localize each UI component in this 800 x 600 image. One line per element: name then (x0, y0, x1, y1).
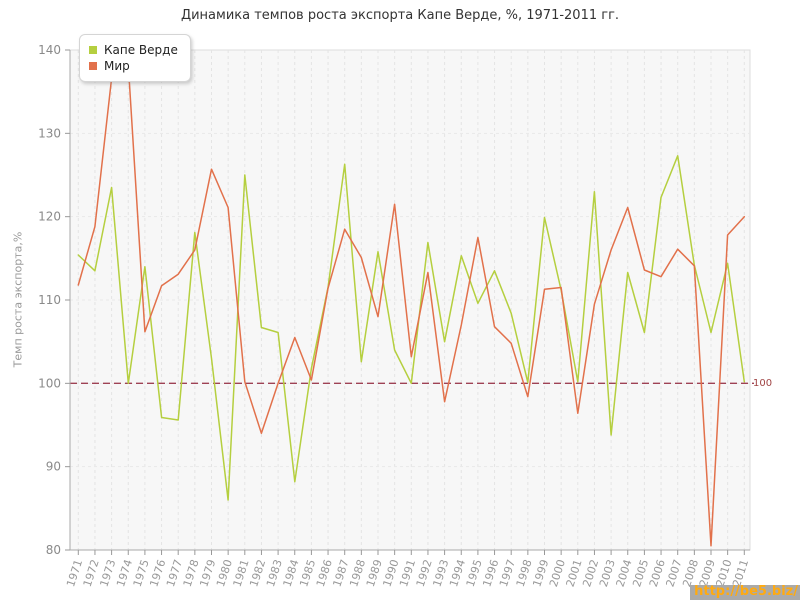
watermark-link[interactable]: http://be5.biz/ (690, 585, 800, 600)
svg-text:140: 140 (38, 43, 61, 57)
chart-title: Динамика темпов роста экспорта Капе Верд… (180, 8, 620, 23)
svg-text:90: 90 (46, 460, 61, 474)
legend-item-cape-verde: Капе Верде (89, 43, 178, 57)
legend: Капе Верде Мир (79, 34, 191, 82)
reference-line-label: 100 (753, 378, 773, 389)
svg-text:100: 100 (38, 376, 61, 390)
svg-text:120: 120 (38, 210, 61, 224)
legend-item-world: Мир (89, 59, 178, 73)
legend-label-world: Мир (104, 59, 130, 73)
cape-verde-swatch-icon (89, 46, 97, 54)
svg-text:130: 130 (38, 126, 61, 140)
svg-text:80: 80 (46, 543, 61, 557)
world-swatch-icon (89, 62, 97, 70)
y-axis-title: Темп роста экспорта,% (11, 231, 25, 368)
svg-text:110: 110 (38, 293, 61, 307)
legend-label-cape-verde: Капе Верде (104, 43, 178, 57)
